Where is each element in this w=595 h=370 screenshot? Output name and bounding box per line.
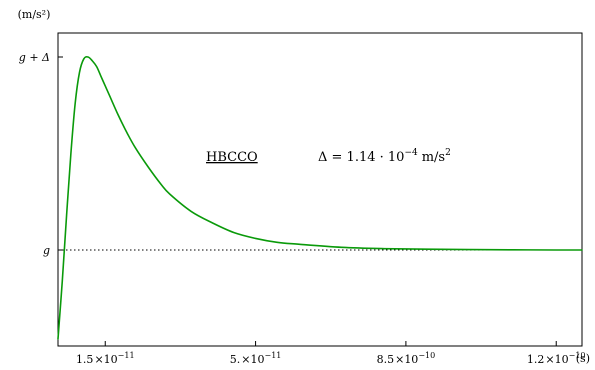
annotation-delta: Δ = 1.14 · 10−4 m/s2	[318, 148, 451, 165]
x-tick-label: 1.5×10−11	[76, 351, 135, 366]
x-tick-exponent: −11	[118, 351, 135, 360]
x-tick-base: 10	[404, 353, 418, 366]
x-tick-exponent: −11	[264, 351, 281, 360]
x-axis-unit: (s)	[576, 352, 590, 365]
series-line	[57, 55, 583, 340]
annotation-delta-prefix: Δ = 1.14 · 10	[318, 150, 404, 165]
x-tick-exponent: −10	[418, 351, 435, 360]
x-tick-label: 8.5×10−10	[377, 351, 436, 366]
x-tick-mantissa: 1.5	[76, 353, 94, 366]
annotation-label: HBCCO	[206, 150, 258, 165]
x-tick-exponent: −10	[569, 351, 586, 360]
x-tick-times: ×	[545, 353, 554, 366]
x-tick-base: 10	[104, 353, 118, 366]
ticks-layer: 1.5×10−11 5.×10−11 8.5×10−10 1.2×10−10g + Δ…	[19, 51, 586, 366]
y-tick-label: g	[43, 244, 50, 257]
x-tick-times: ×	[395, 353, 404, 366]
x-tick-base: 10	[250, 353, 264, 366]
x-tick-times: ×	[94, 353, 103, 366]
annotation-delta-unit-exponent: 2	[445, 148, 451, 158]
y-axis-unit: (m/s²)	[18, 8, 51, 21]
x-tick-times: ×	[241, 353, 250, 366]
x-tick-base: 10	[555, 353, 569, 366]
y-tick-label: g + Δ	[19, 51, 50, 64]
annotation: HBCCO Δ = 1.14 · 10−4 m/s2	[206, 148, 451, 165]
series-layer	[57, 55, 583, 340]
x-tick-mantissa: 5.	[230, 353, 241, 366]
x-tick-label: 1.2×10−10	[527, 351, 586, 366]
x-tick-label: 5.×10−11	[230, 351, 282, 366]
annotation-delta-exponent: −4	[404, 148, 418, 158]
annotation-delta-unit: m/s	[422, 150, 445, 165]
x-tick-mantissa: 1.2	[527, 353, 545, 366]
x-tick-mantissa: 8.5	[377, 353, 395, 366]
plot-frame	[57, 32, 583, 347]
